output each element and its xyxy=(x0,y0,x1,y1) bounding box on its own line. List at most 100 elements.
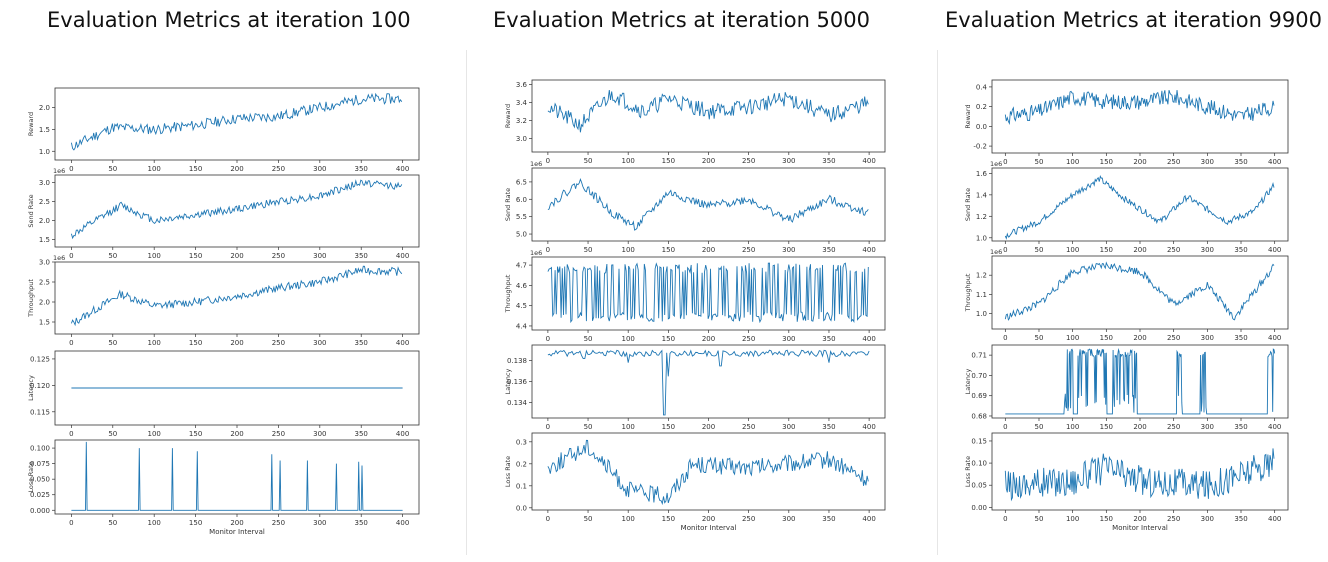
x-tick-label: 200 xyxy=(230,430,243,438)
y-tick-label: 5.5 xyxy=(516,213,527,221)
y-tick-label: 1.5 xyxy=(39,126,50,134)
x-tick-label: 50 xyxy=(108,165,117,173)
series-line xyxy=(71,441,403,511)
y-tick-label: 3.2 xyxy=(516,117,527,125)
x-tick-label: 250 xyxy=(1167,423,1180,431)
x-tick-label: 200 xyxy=(1133,158,1146,166)
y-tick-label: 3.4 xyxy=(516,99,528,107)
x-tick-label: 250 xyxy=(1167,246,1180,254)
y-tick-label: 4.6 xyxy=(516,282,528,290)
x-tick-label: 200 xyxy=(702,423,715,431)
x-tick-label: 400 xyxy=(396,519,409,527)
x-tick-label: 0 xyxy=(546,157,550,165)
x-tick-label: 150 xyxy=(189,430,202,438)
x-tick-label: 350 xyxy=(822,246,835,254)
x-tick-label: 50 xyxy=(108,430,117,438)
x-tick-label: 300 xyxy=(782,515,795,523)
series-line xyxy=(547,439,869,506)
y-tick-label: 0.075 xyxy=(30,460,50,468)
x-tick-label: 100 xyxy=(622,423,635,431)
x-tick-label: 300 xyxy=(313,339,326,347)
y-tick-label: 2.5 xyxy=(39,198,50,206)
y-tick-label: 0.120 xyxy=(30,382,50,390)
x-tick-label: 400 xyxy=(1268,423,1281,431)
x-tick-label: 400 xyxy=(396,430,409,438)
x-tick-label: 150 xyxy=(1100,334,1113,342)
x-tick-label: 100 xyxy=(148,430,161,438)
x-tick-label: 250 xyxy=(742,515,755,523)
y-axis-label: Throughput xyxy=(964,273,972,312)
x-tick-label: 400 xyxy=(396,252,409,260)
x-tick-label: 100 xyxy=(622,157,635,165)
y-axis-label: Latency xyxy=(964,369,972,395)
y-tick-label: 0.68 xyxy=(971,412,987,420)
x-tick-label: 250 xyxy=(1167,158,1180,166)
x-tick-label: 350 xyxy=(1234,423,1247,431)
y-tick-label: 0.138 xyxy=(507,357,527,365)
x-tick-label: 0 xyxy=(69,339,73,347)
subplot-reward: 3.0 3.2 3.4 3.6 0 50 100 150 200 250 300 350 400 Rewa… xyxy=(504,79,886,165)
x-tick-label: 350 xyxy=(355,430,368,438)
y-axis-label: Loss Rate xyxy=(964,456,972,487)
subplot-send-rate: 5.0 5.5 6.0 6.5 0 50 100 150 200 250 300 350 400 Send… xyxy=(504,160,886,254)
y-axis-label: Send Rate xyxy=(27,194,35,227)
x-tick-label: 400 xyxy=(862,423,875,431)
chart-title-iteration-5000: Evaluation Metrics at iteration 5000 xyxy=(493,8,870,32)
x-tick-label: 400 xyxy=(396,339,409,347)
series-line xyxy=(1004,261,1275,321)
y-axis-label: Loss Rate xyxy=(27,461,35,492)
y-tick-label: 4.7 xyxy=(516,262,527,270)
y-tick-label: 0.69 xyxy=(971,392,987,400)
series-line xyxy=(70,179,403,240)
x-tick-label: 200 xyxy=(1133,246,1146,254)
x-tick-label: 300 xyxy=(782,335,795,343)
y-tick-label: 0.115 xyxy=(30,408,50,416)
y-tick-label: 0.15 xyxy=(971,437,987,445)
x-tick-label: 250 xyxy=(742,246,755,254)
axis-offset-label: 1e6 xyxy=(530,160,542,168)
x-axis-label: Monitor Interval xyxy=(1112,524,1168,532)
x-tick-label: 350 xyxy=(1234,158,1247,166)
x-tick-label: 400 xyxy=(1268,515,1281,523)
x-tick-label: 0 xyxy=(1003,246,1007,254)
series-line xyxy=(547,349,870,416)
y-tick-label: 4.4 xyxy=(516,322,528,330)
x-tick-label: 150 xyxy=(662,246,675,254)
subplot-throughput: 1.0 1.1 1.2 0 50 100 150 200 250 300 350 400 Through… xyxy=(964,248,1289,342)
y-tick-label: 2.0 xyxy=(39,217,50,225)
y-tick-label: 6.0 xyxy=(516,196,527,204)
x-tick-label: 100 xyxy=(622,515,635,523)
y-tick-label: 0.1 xyxy=(516,482,527,490)
y-tick-label: 1.0 xyxy=(39,148,50,156)
y-tick-label: 0.0 xyxy=(976,123,987,131)
x-tick-label: 350 xyxy=(1234,246,1247,254)
x-tick-label: 250 xyxy=(272,339,285,347)
column-divider xyxy=(937,50,938,555)
y-axis-label: Send Rate xyxy=(964,188,972,221)
y-tick-label: 1.1 xyxy=(976,291,987,299)
x-tick-label: 50 xyxy=(584,157,593,165)
axis-offset-label: 1e6 xyxy=(53,167,65,175)
subplot-latency: 0.68 0.69 0.70 0.71 0 50 100 150 200 250 300 350 400… xyxy=(964,344,1289,431)
y-tick-label: 0.10 xyxy=(971,460,987,468)
x-tick-label: 400 xyxy=(862,515,875,523)
x-tick-label: 0 xyxy=(69,165,73,173)
x-tick-label: 150 xyxy=(1100,515,1113,523)
x-tick-label: 400 xyxy=(862,335,875,343)
x-tick-label: 350 xyxy=(355,252,368,260)
axis-offset-label: 1e6 xyxy=(990,160,1002,168)
x-tick-label: 400 xyxy=(1268,158,1281,166)
plot-frame xyxy=(991,255,1289,330)
x-tick-label: 400 xyxy=(1268,246,1281,254)
y-tick-label: 4.5 xyxy=(516,302,527,310)
y-tick-label: 1.2 xyxy=(976,272,987,280)
x-tick-label: 400 xyxy=(1268,334,1281,342)
y-tick-label: 2.0 xyxy=(39,104,50,112)
y-axis-label: Reward xyxy=(504,104,512,128)
x-tick-label: 300 xyxy=(1201,246,1214,254)
x-tick-label: 150 xyxy=(189,165,202,173)
x-tick-label: 250 xyxy=(272,430,285,438)
series-line xyxy=(1004,174,1275,240)
y-tick-label: 0.025 xyxy=(30,491,50,499)
